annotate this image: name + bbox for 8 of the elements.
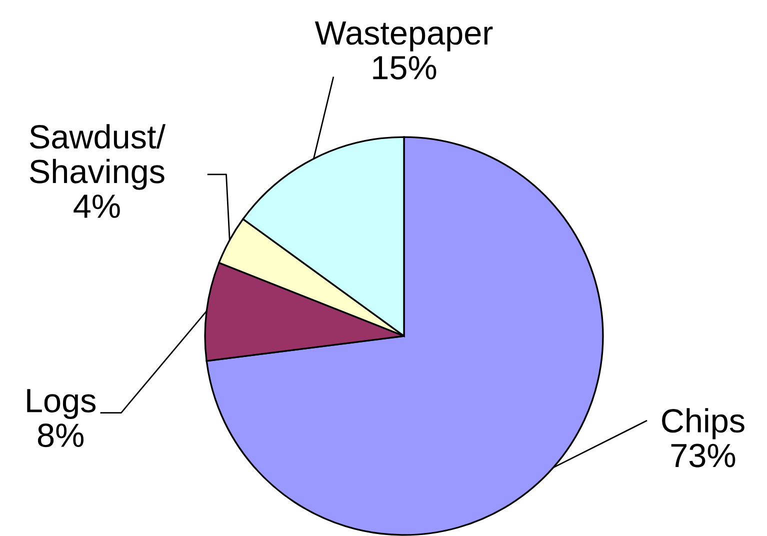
slice-label: Wastepaper bbox=[314, 22, 493, 52]
data-label: 8% bbox=[38, 424, 84, 448]
data-label: 4% bbox=[74, 194, 120, 218]
data-label: 15% bbox=[373, 56, 436, 80]
slice-label: Chips bbox=[662, 408, 744, 440]
slice-label: Logs bbox=[27, 389, 96, 420]
data-label: 73% bbox=[671, 444, 736, 468]
slice-label: Sawdust/ Shavings bbox=[30, 124, 166, 190]
